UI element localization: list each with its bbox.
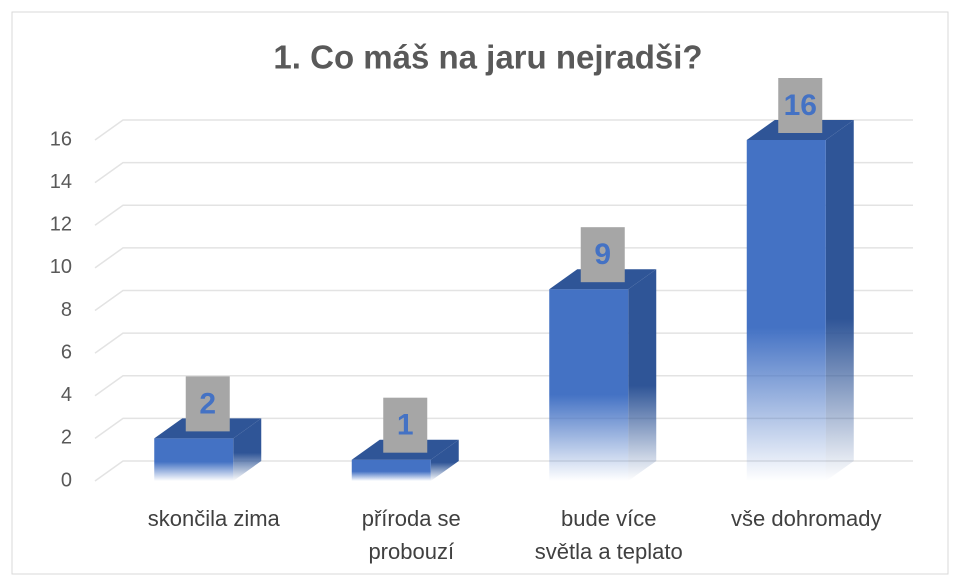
data-label: 2: [199, 387, 216, 420]
bar-front: [549, 289, 629, 481]
y-tick-label: 10: [50, 256, 72, 278]
bar-front: [154, 438, 234, 481]
bar: [549, 269, 657, 481]
grid-line: [94, 161, 913, 184]
bar-side: [430, 439, 459, 481]
bar-side: [825, 120, 854, 481]
x-tick-label: příroda se probouzí: [362, 506, 461, 564]
y-tick-label: 2: [61, 427, 72, 449]
data-label-box: [185, 376, 230, 432]
grid-line: [94, 204, 913, 226]
data-label: 1: [397, 409, 414, 442]
chart-title: 1. Co máš na jaru nejradši?: [273, 39, 702, 76]
grid-line: [94, 119, 913, 141]
data-label-box: [580, 227, 625, 283]
y-tick-label: 12: [50, 214, 72, 236]
data-label-box: [383, 397, 428, 453]
y-tick-label: 0: [61, 469, 72, 491]
grid-line: [94, 247, 913, 269]
y-tick-label: 8: [61, 299, 72, 321]
bar-side: [628, 269, 657, 481]
bar-front: [746, 140, 826, 481]
x-tick-label: vše dohromady: [731, 506, 881, 531]
x-tick-label: skončila zima: [148, 506, 281, 531]
data-label-box: [778, 78, 823, 133]
y-tick-label: 4: [61, 384, 72, 406]
data-label: 16: [784, 89, 817, 122]
x-tick-label: bude více světla a teplato: [535, 506, 683, 564]
y-tick-label: 16: [50, 128, 72, 150]
bar: [746, 120, 854, 481]
bar-side: [233, 418, 262, 481]
bar-front: [351, 459, 431, 481]
y-tick-label: 14: [50, 171, 72, 193]
data-label: 9: [594, 238, 611, 271]
y-tick-label: 6: [61, 341, 72, 363]
